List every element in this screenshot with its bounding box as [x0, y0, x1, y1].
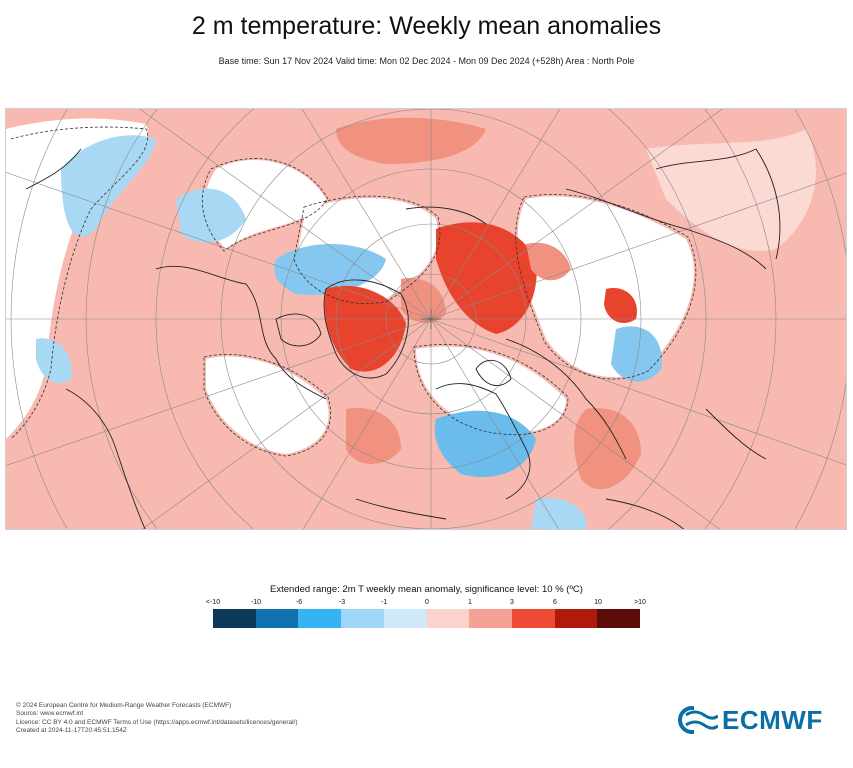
footer-created: Created at 2024-11-17T20:45:51.154Z: [16, 726, 127, 734]
footer-source: Source: www.ecmwf.int: [16, 710, 84, 718]
legend-tick: <-10: [205, 599, 221, 606]
footer-credits: © 2024 European Centre for Medium-Range …: [16, 702, 298, 735]
legend-tick: >10: [634, 599, 646, 606]
region-warm-atlantic: [346, 408, 401, 464]
region-cool-south: [531, 498, 587, 529]
coastlines: [25, 148, 781, 529]
region-mild-ne: [646, 129, 816, 251]
legend-swatch: [383, 609, 427, 628]
legend-tick: 1: [468, 599, 472, 606]
legend-tick: -10: [250, 599, 262, 606]
legend-swatch: [597, 609, 641, 628]
region-cool-alaska: [176, 188, 246, 243]
legend-title: Extended range: 2m T weekly mean anomaly…: [270, 584, 583, 595]
legend-tick: -1: [380, 599, 388, 606]
region-warm-north: [336, 117, 486, 164]
map-canvas: [6, 109, 846, 529]
region-strong-warm-siberia: [436, 222, 537, 334]
chart-subtitle: Base time: Sun 17 Nov 2024 Valid time: M…: [218, 56, 635, 66]
legend-tick: -6: [295, 599, 303, 606]
region-warm-mongolia: [604, 288, 637, 324]
region-warm-yakutia: [526, 242, 571, 281]
legend-tick: 10: [594, 599, 602, 606]
legend-tick: -3: [338, 599, 346, 606]
legend-swatch: [511, 609, 555, 628]
legend-swatch: [426, 609, 470, 628]
ecmwf-logo: ECMWF: [678, 705, 823, 735]
legend-swatch: [341, 609, 384, 628]
footer-copyright: © 2024 European Centre for Medium-Range …: [16, 702, 232, 709]
region-neutral-greenland-south: [206, 356, 329, 454]
legend-colorbar: [213, 609, 641, 628]
legend-swatch: [298, 609, 342, 628]
region-cool-pacific: [61, 135, 156, 237]
graticule: [6, 109, 846, 529]
region-cool-europe: [434, 410, 536, 478]
legend-swatch: [213, 609, 256, 628]
chart-title: 2 m temperature: Weekly mean anomalies: [191, 12, 662, 40]
legend-tick: 0: [425, 599, 429, 606]
region-warm-pole: [401, 278, 446, 324]
legend-swatch: [255, 609, 299, 628]
polar-map: [5, 108, 847, 530]
ecmwf-logo-icon: [678, 706, 718, 734]
region-cool-canada: [274, 244, 386, 295]
legend-swatch: [469, 609, 512, 628]
region-cool-asia: [611, 326, 662, 382]
region-cool-west: [36, 338, 72, 383]
legend-swatch: [554, 609, 598, 628]
region-strong-warm-greenland: [324, 285, 406, 372]
ecmwf-logo-text: ECMWF: [722, 704, 823, 735]
legend-tick: 6: [553, 599, 557, 606]
region-neutral-siberia: [517, 196, 694, 378]
legend-tick: 3: [510, 599, 514, 606]
significance-contours: [10, 126, 697, 457]
region-warm-middle-east: [574, 408, 641, 490]
pole-marker: [421, 309, 441, 329]
footer-licence: Licence: CC BY 4.0 and ECMWF Terms of Us…: [16, 718, 298, 726]
